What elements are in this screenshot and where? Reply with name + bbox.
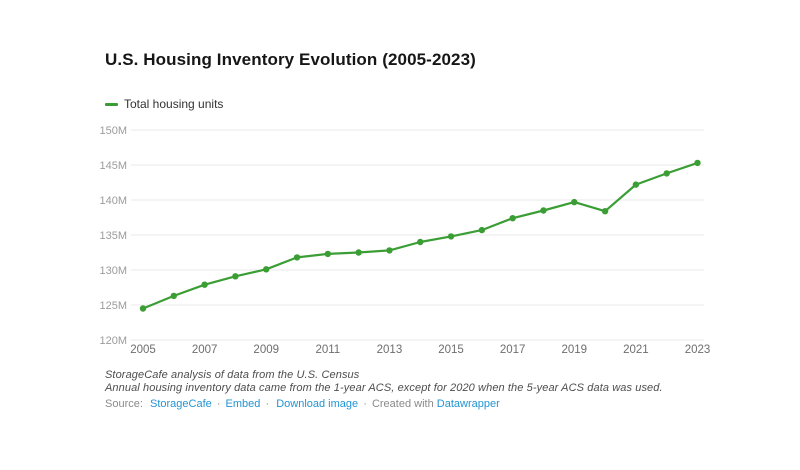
datawrapper-link[interactable]: Datawrapper [436, 398, 500, 410]
y-axis-tick-label: 150M [99, 125, 127, 137]
data-point[interactable] [571, 198, 578, 206]
data-point[interactable] [509, 215, 516, 222]
x-axis-tick-label: 2011 [315, 344, 340, 356]
x-axis-tick-label: 2013 [377, 344, 403, 356]
data-point[interactable] [293, 254, 301, 261]
source-note-line-2: Annual housing inventory data came from … [105, 382, 663, 394]
data-point[interactable] [232, 273, 239, 280]
x-axis-tick-label: 2009 [253, 344, 279, 356]
y-axis-tick-label: 135M [99, 230, 127, 242]
chart-title: U.S. Housing Inventory Evolution (2005-2… [105, 50, 476, 69]
source-link-storagecafe[interactable]: StorageCafe [149, 398, 212, 410]
housing-units-line [142, 161, 698, 310]
legend: Total housing units [105, 97, 223, 111]
download-image-link[interactable]: Download image [276, 398, 359, 410]
created-with-label: Created with [371, 398, 434, 410]
y-axis-tick-label: 145M [99, 160, 127, 172]
data-point[interactable] [386, 247, 393, 254]
x-axis-tick-label: 2021 [623, 344, 649, 356]
data-point[interactable] [447, 233, 455, 240]
data-point[interactable] [201, 281, 208, 288]
legend-item-label: Total housing units [124, 97, 224, 111]
x-axis-tick-label: 2007 [192, 344, 218, 356]
data-point[interactable] [417, 238, 424, 246]
source-note-line-1: StorageCafe analysis of data from the U.… [105, 369, 360, 381]
data-point[interactable] [263, 266, 270, 273]
x-axis-tick-label: 2023 [685, 344, 711, 356]
data-point[interactable] [694, 159, 701, 167]
data-point[interactable] [478, 226, 486, 234]
legend-line-swatch [105, 102, 118, 106]
data-point[interactable] [540, 207, 547, 214]
y-axis-tick-label: 130M [99, 265, 127, 277]
source-prefix-label: Source: [105, 398, 143, 410]
data-point[interactable] [324, 250, 332, 258]
x-axis-tick-label: 2015 [438, 344, 464, 356]
x-axis-tick-label: 2005 [130, 344, 156, 356]
data-point[interactable] [170, 292, 178, 300]
y-axis-tick-label: 125M [99, 300, 127, 312]
data-point[interactable] [139, 305, 147, 312]
x-axis-tick-label: 2019 [561, 344, 587, 356]
y-axis-tick-label: 120M [99, 335, 127, 347]
data-point[interactable] [601, 208, 609, 215]
data-point[interactable] [632, 181, 640, 188]
x-axis-tick-label: 2017 [500, 344, 526, 356]
data-point[interactable] [663, 170, 670, 177]
y-axis-tick-label: 140M [99, 195, 127, 207]
attribution-bar: Source: StorageCafe · Embed · Download i… [105, 398, 500, 410]
separator-dot: · [216, 398, 221, 410]
separator-dot: · [363, 398, 367, 410]
embed-link[interactable]: Embed [225, 398, 261, 410]
data-point[interactable] [355, 249, 362, 256]
separator-dot: · [265, 398, 270, 410]
